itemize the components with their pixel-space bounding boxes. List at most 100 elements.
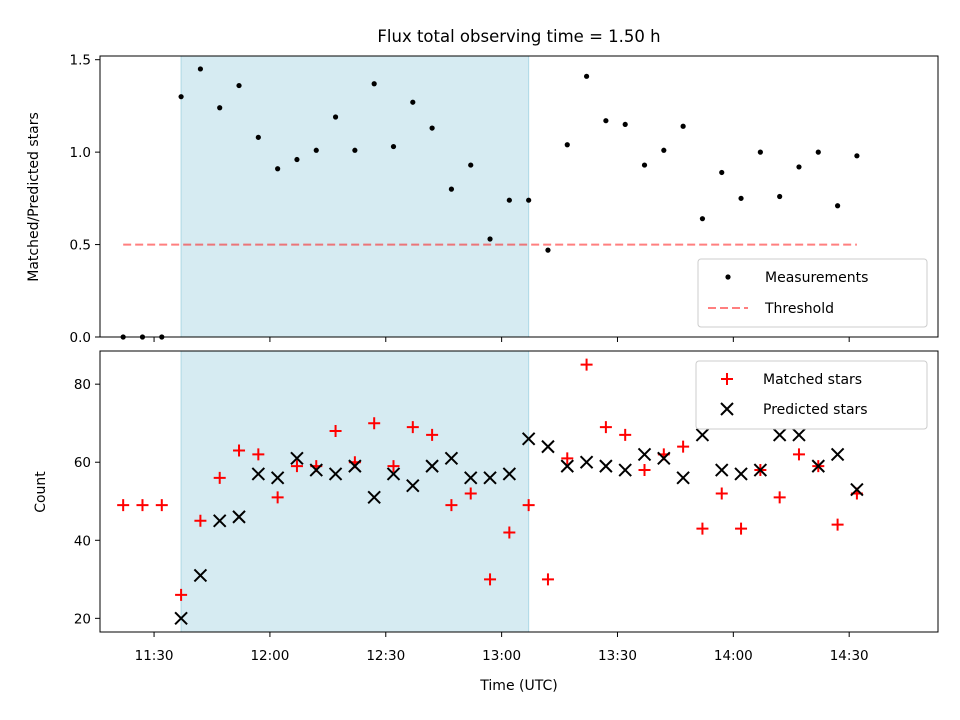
measurement-point (487, 236, 493, 242)
top-shaded-region (180, 55, 530, 338)
predicted-star-point (695, 428, 710, 442)
measurement-point (294, 156, 300, 163)
legend-matched-marker (721, 373, 733, 385)
measurement-point (236, 82, 242, 89)
measurement-point (313, 147, 319, 153)
matched-star-point (792, 448, 805, 461)
bottom-y-tick-label: 20 (74, 611, 91, 627)
measurement-point (719, 169, 725, 176)
measurement-point (275, 166, 281, 172)
matched-star-point (445, 499, 458, 512)
matched-star-point (522, 499, 535, 512)
predicted-star-point (309, 463, 323, 477)
matched-star-point (484, 573, 497, 586)
predicted-star-point (386, 467, 401, 481)
predicted-star-point (772, 428, 787, 442)
predicted-star-point (541, 439, 555, 454)
top-y-axis: 0.0 0.5 1.0 1.5 (70, 53, 100, 346)
predicted-star-point (444, 451, 459, 466)
measurement-point (603, 118, 609, 124)
matched-star-point (329, 425, 342, 438)
predicted-star-point (174, 611, 188, 626)
legend-measurement-marker (725, 274, 731, 280)
measurement-point (429, 125, 435, 131)
bottom-y-tick-label: 60 (74, 455, 91, 471)
measurement-point (410, 99, 416, 105)
top-legend-box (697, 258, 928, 328)
matched-star-point (290, 460, 303, 473)
top-y-axis-label: Matched/Predicted stars (26, 112, 42, 282)
measurement-point (352, 147, 358, 153)
predicted-star-point (830, 447, 845, 462)
legend-threshold-label: Threshold (764, 301, 834, 317)
measurement-point (854, 153, 860, 159)
matched-star-point (136, 499, 149, 512)
measurement-point (526, 197, 532, 203)
measurement-point (564, 142, 570, 148)
measurement-point (757, 149, 763, 155)
measurement-point (448, 186, 455, 192)
matched-star-point (561, 452, 574, 465)
matched-star-point (194, 514, 207, 527)
predicted-star-point (232, 510, 246, 524)
measurement-point (834, 203, 841, 209)
predicted-star-point (560, 459, 574, 473)
predicted-star-point (811, 459, 825, 473)
chart-title: Flux total observing time = 1.50 h (377, 27, 660, 46)
measurement-point (738, 195, 744, 201)
x-tick-label: 14:30 (830, 648, 869, 664)
predicted-star-point (753, 463, 768, 477)
matched-star-point (677, 440, 690, 453)
legend-measurements-label: Measurements (765, 270, 868, 286)
measurement-point (178, 94, 184, 100)
predicted-star-point (734, 467, 748, 481)
bottom-y-tick-label: 80 (74, 377, 91, 393)
measurement-point (641, 162, 648, 168)
measurement-point (815, 149, 821, 155)
predicted-star-point (270, 471, 285, 485)
matched-star-point (271, 491, 284, 504)
measurement-point (506, 197, 512, 203)
predicted-star-point (251, 467, 266, 481)
measurement-point (371, 81, 377, 87)
top-y-tick-label: 1.5 (70, 53, 91, 69)
matched-star-point (464, 487, 477, 500)
predicted-star-point (367, 490, 381, 505)
predicted-star-point (425, 459, 439, 473)
predicted-star-point (328, 467, 343, 481)
matched-star-point (580, 358, 593, 371)
matched-star-point (638, 464, 651, 477)
measurement-point (583, 73, 590, 79)
top-panel: 0.0 0.5 1.0 1.5 Matched/Predicted stars Mea… (26, 53, 939, 346)
matched-star-point (175, 588, 188, 601)
measurement-point (217, 105, 223, 111)
x-tick-label: 14:00 (714, 648, 753, 664)
predicted-star-point (464, 471, 478, 485)
predicted-star-point (637, 447, 652, 462)
matched-star-point (599, 421, 612, 434)
predicted-star-point (618, 463, 632, 477)
predicted-star-point (348, 459, 362, 473)
matched-star-point (735, 522, 748, 535)
top-y-tick-label: 0.5 (70, 238, 91, 254)
predicted-star-point (792, 428, 806, 442)
bottom-y-axis-label: Count (33, 471, 49, 513)
matched-star-point (773, 491, 786, 504)
predicted-stars-points (174, 428, 864, 626)
predicted-star-point (193, 568, 208, 583)
legend-matched-label: Matched stars (763, 372, 862, 388)
matched-star-point (426, 428, 439, 441)
x-tick-label: 13:30 (598, 648, 637, 664)
predicted-star-point (850, 482, 864, 497)
measurement-points (120, 66, 860, 340)
matched-star-point (233, 444, 246, 457)
x-tick-label: 12:30 (366, 648, 405, 664)
top-y-tick-label: 1.0 (70, 145, 91, 161)
bottom-legend-box (695, 360, 928, 430)
matched-stars-points (117, 358, 863, 601)
matched-star-point (406, 421, 419, 434)
legend-predicted-label: Predicted stars (763, 402, 868, 418)
bottom-y-axis: 20 40 60 80 (74, 377, 100, 627)
top-x-ticks (153, 337, 850, 342)
